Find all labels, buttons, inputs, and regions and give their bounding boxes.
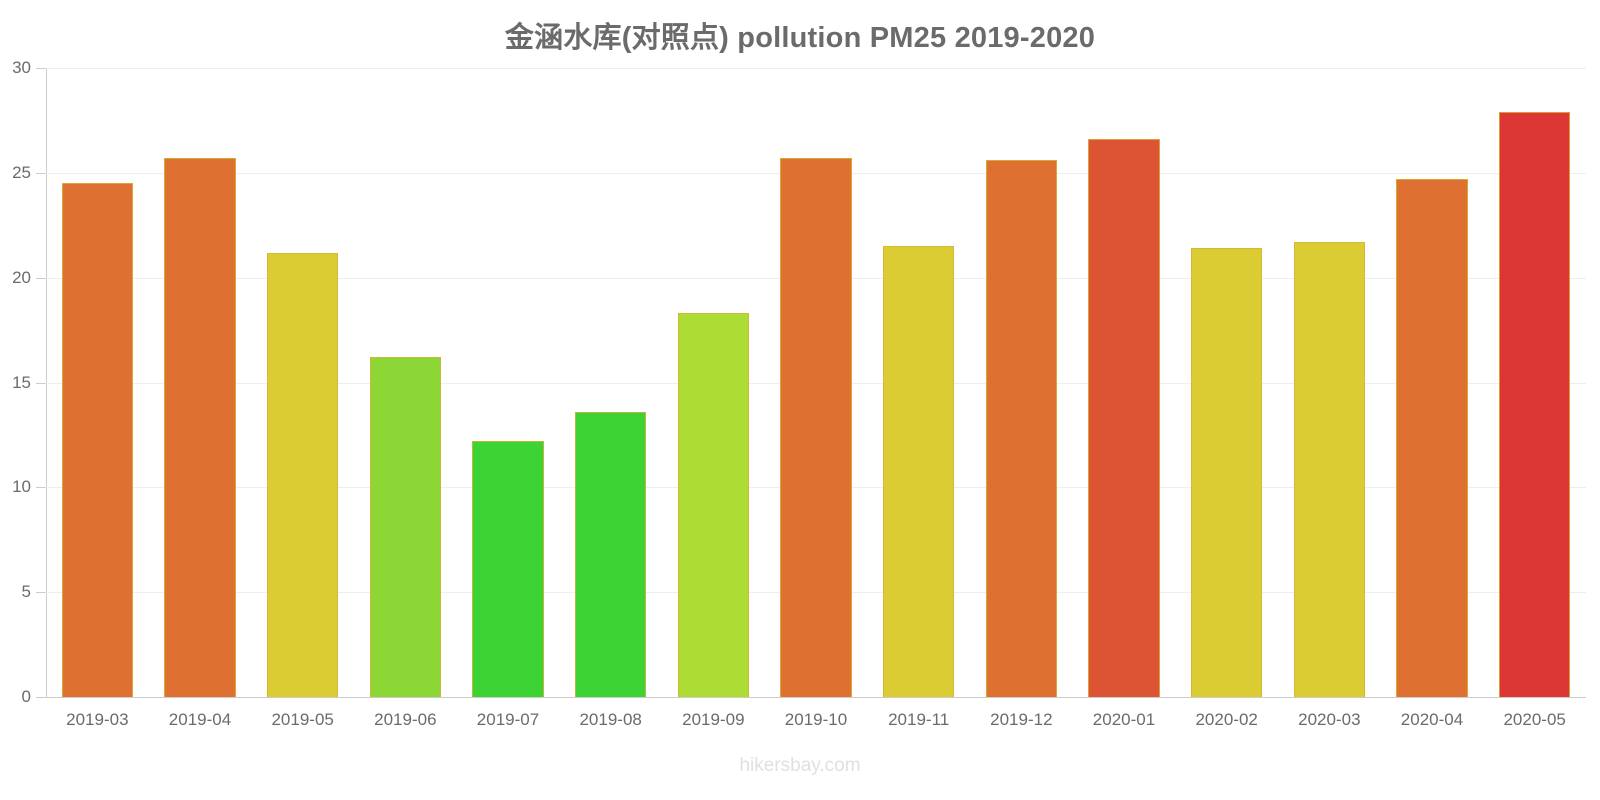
y-axis-tick-mark bbox=[36, 68, 46, 69]
bar-slot bbox=[266, 68, 339, 697]
y-axis-tick-label: 15 bbox=[12, 372, 31, 392]
y-axis-tick-label: 30 bbox=[12, 58, 31, 77]
y-axis-tick-mark bbox=[36, 697, 46, 698]
bar-slot bbox=[1088, 68, 1160, 697]
y-axis-tick-mark bbox=[36, 487, 46, 489]
y-axis-tick-label: 20 bbox=[12, 267, 31, 287]
y-axis-tick-label: 0 bbox=[21, 687, 31, 706]
bar[interactable] bbox=[164, 158, 236, 697]
plot-area: 0 5 10 15 20 25 30 bbox=[12, 58, 1586, 706]
x-axis-tick-label: 2019-04 bbox=[168, 710, 232, 729]
watermark: hikersbay.com bbox=[739, 755, 861, 776]
bar[interactable] bbox=[677, 313, 749, 697]
bar-slot bbox=[1190, 68, 1263, 697]
y-axis-tick-label: 25 bbox=[12, 162, 31, 182]
x-axis-tick-label: 2020-04 bbox=[1400, 710, 1464, 729]
y-axis-tick-mark bbox=[36, 592, 46, 594]
chart-title: 金涵水库(对照点) pollution PM25 2019-2020 bbox=[504, 22, 1096, 54]
x-axis-line bbox=[36, 697, 1586, 698]
bar-slot bbox=[472, 68, 544, 697]
bar-slot bbox=[1293, 68, 1365, 697]
y-axis-tick-label: 5 bbox=[21, 582, 31, 602]
bar[interactable] bbox=[61, 183, 133, 697]
bar[interactable] bbox=[1088, 139, 1160, 697]
bar-slot bbox=[61, 68, 133, 697]
bar-slot bbox=[164, 68, 236, 697]
bar-slot bbox=[1396, 68, 1468, 697]
x-axis-tick-label: 2019-08 bbox=[579, 710, 642, 729]
x-axis-tick-label: 2019-11 bbox=[888, 710, 950, 729]
bar[interactable] bbox=[1396, 179, 1468, 697]
y-axis-tick-label: 10 bbox=[12, 477, 31, 497]
y-axis-tick-mark bbox=[36, 277, 46, 279]
y-axis-tick-mark bbox=[36, 172, 46, 174]
x-axis-tick-label: 2019-12 bbox=[990, 710, 1053, 729]
bar[interactable] bbox=[1498, 112, 1571, 697]
x-axis-tick-label: 2020-05 bbox=[1503, 710, 1566, 729]
bar[interactable] bbox=[882, 246, 955, 697]
x-axis-tick-label: 2020-03 bbox=[1298, 710, 1361, 729]
x-axis-tick-label: 2019-05 bbox=[271, 710, 334, 729]
bar[interactable] bbox=[1190, 248, 1263, 697]
x-axis-tick-label: 2019-09 bbox=[682, 710, 745, 729]
bar[interactable] bbox=[574, 411, 647, 697]
bar-slot bbox=[1498, 68, 1571, 697]
bar[interactable] bbox=[369, 357, 441, 697]
bar-slot bbox=[985, 68, 1057, 697]
x-axis-tick-label: 2019-06 bbox=[374, 710, 437, 729]
bar[interactable] bbox=[985, 160, 1057, 697]
bar-slot bbox=[780, 68, 852, 697]
bar[interactable] bbox=[472, 441, 544, 697]
x-axis-tick-label: 2019-03 bbox=[66, 710, 129, 729]
x-axis-tick-label: 2020-02 bbox=[1195, 710, 1258, 729]
bars-layer bbox=[46, 68, 1586, 697]
bar-slot bbox=[369, 68, 441, 697]
bar-slot bbox=[677, 68, 749, 697]
x-axis-tick-label: 2019-10 bbox=[784, 710, 848, 729]
bar[interactable] bbox=[780, 158, 852, 697]
gridline bbox=[46, 68, 1586, 69]
bar[interactable] bbox=[266, 252, 339, 697]
bar[interactable] bbox=[1293, 242, 1365, 697]
y-axis-tick-mark bbox=[36, 382, 46, 384]
bar-slot bbox=[882, 68, 955, 697]
bar-slot bbox=[574, 68, 647, 697]
x-axis-tick-label: 2020-01 bbox=[1092, 710, 1156, 729]
x-axis-tick-label: 2019-07 bbox=[476, 710, 540, 729]
